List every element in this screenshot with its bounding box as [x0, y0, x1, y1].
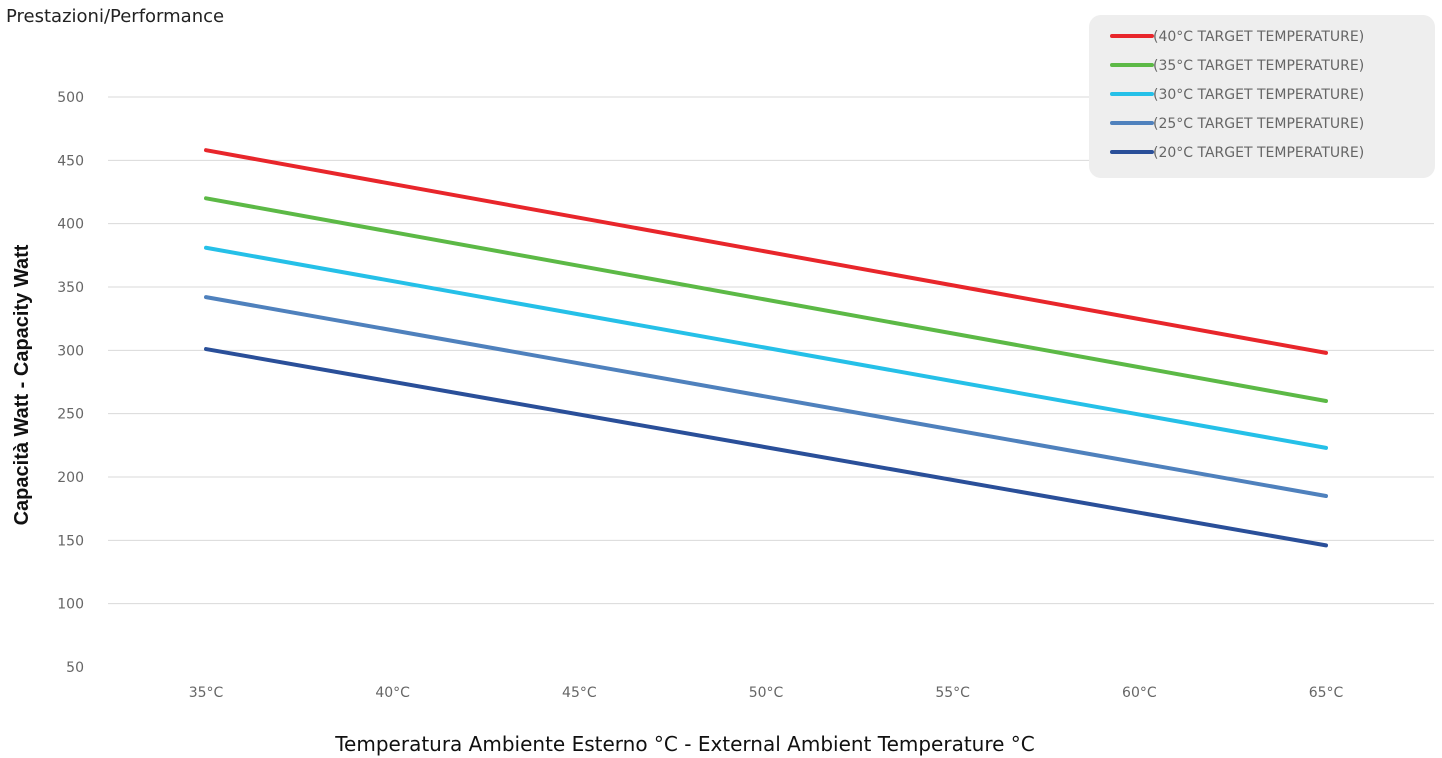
x-axis-label: Temperatura Ambiente Esterno °C - Extern…	[334, 732, 1035, 756]
y-tick-label: 400	[57, 217, 84, 233]
x-tick-label: 40°C	[375, 685, 410, 701]
y-axis-label: Capacità Watt - Capacity Watt	[11, 244, 33, 525]
legend-background	[1089, 15, 1435, 178]
y-tick-label: 500	[57, 90, 84, 106]
x-tick-label: 50°C	[749, 685, 784, 701]
series-lines	[204, 148, 1328, 548]
x-tick-label: 45°C	[562, 685, 597, 701]
x-tick-label: 35°C	[189, 685, 224, 701]
legend-label: (30°C TARGET TEMPERATURE)	[1153, 87, 1364, 103]
x-tick-label: 60°C	[1122, 685, 1157, 701]
x-axis-ticks: 35°C 40°C 45°C 50°C 55°C 60°C 65°C	[189, 685, 1344, 701]
y-tick-label: 100	[57, 597, 84, 613]
legend-label: (40°C TARGET TEMPERATURE)	[1153, 29, 1364, 45]
legend: (40°C TARGET TEMPERATURE) (35°C TARGET TE…	[1089, 15, 1435, 178]
chart-title: Prestazioni/Performance	[6, 6, 225, 27]
y-tick-label: 150	[57, 533, 84, 549]
legend-label: (20°C TARGET TEMPERATURE)	[1153, 145, 1364, 161]
y-tick-label: 250	[57, 407, 84, 423]
legend-label: (35°C TARGET TEMPERATURE)	[1153, 58, 1364, 74]
y-tick-label: 300	[57, 343, 84, 359]
series-line	[204, 196, 1328, 403]
x-tick-label: 55°C	[935, 685, 970, 701]
series-line	[204, 295, 1328, 498]
y-tick-label: 450	[57, 153, 84, 169]
y-tick-label: 350	[57, 280, 84, 296]
y-tick-label: 200	[57, 470, 84, 486]
legend-label: (25°C TARGET TEMPERATURE)	[1153, 116, 1364, 132]
series-line	[204, 347, 1328, 548]
y-tick-label: 50	[66, 660, 84, 676]
y-axis-ticks: 50 100 150 200 250 300 350 400 450 500	[57, 90, 84, 676]
series-line	[204, 148, 1328, 355]
series-line	[204, 245, 1328, 450]
x-tick-label: 65°C	[1309, 685, 1344, 701]
